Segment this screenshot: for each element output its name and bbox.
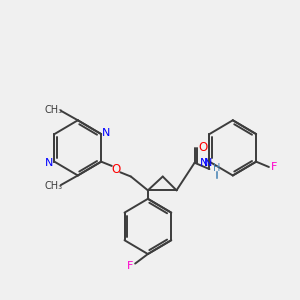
Text: N: N — [204, 158, 213, 168]
Text: F: F — [271, 162, 278, 172]
Text: CH₃: CH₃ — [44, 105, 62, 115]
Text: F: F — [127, 261, 133, 271]
Text: O: O — [199, 141, 208, 154]
Text: H: H — [213, 163, 220, 173]
Text: N: N — [102, 128, 111, 138]
Text: O: O — [111, 163, 121, 176]
Text: CH₃: CH₃ — [44, 181, 62, 191]
Text: N: N — [45, 158, 53, 168]
Text: N: N — [200, 158, 208, 168]
